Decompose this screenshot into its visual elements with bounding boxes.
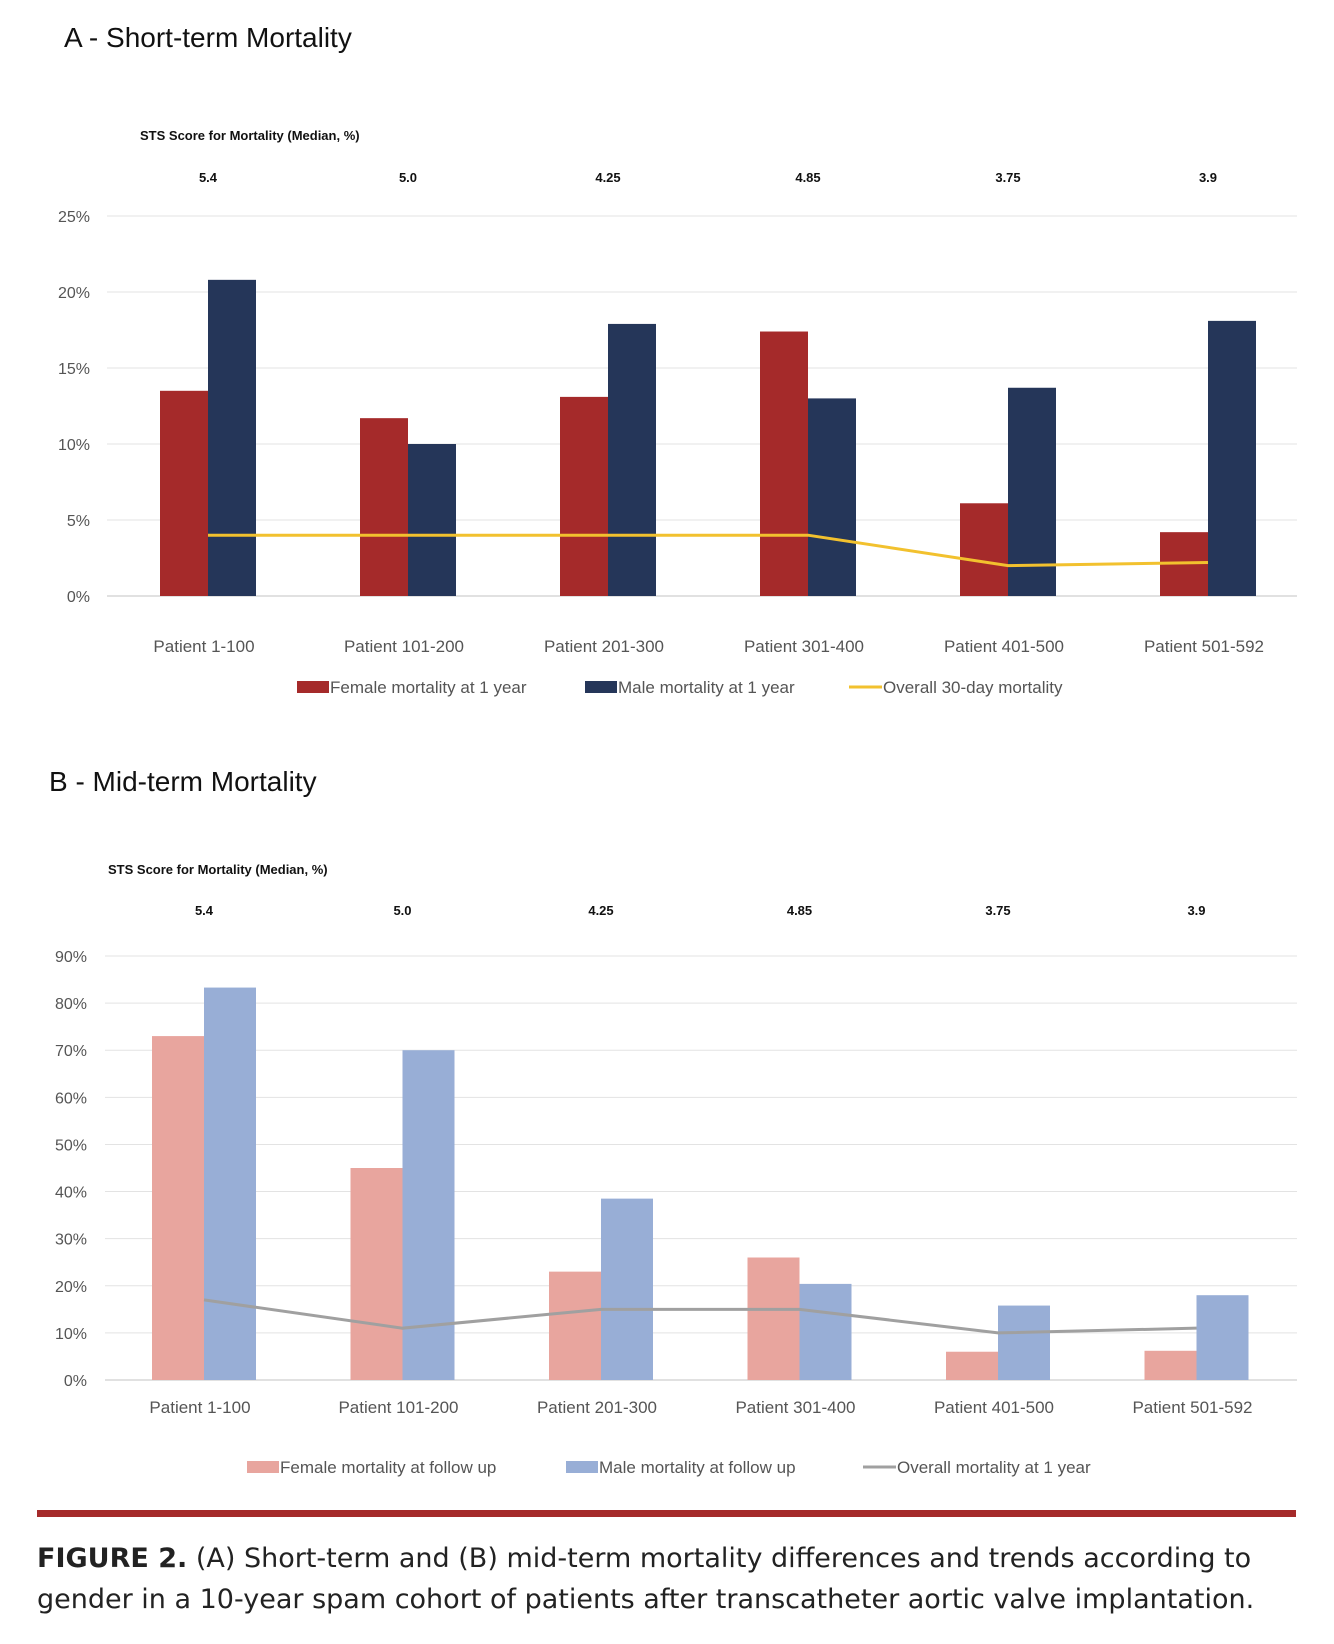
chart-b-x-tick: Patient 301-400 xyxy=(735,1398,855,1417)
chart-b-bar-female xyxy=(1144,1350,1197,1380)
chart-a-x-tick: Patient 501-592 xyxy=(1144,637,1264,656)
chart-b-bar-male xyxy=(204,987,256,1380)
chart-a: STS Score for Mortality (Median, %) 5.4 5.… xyxy=(58,128,1297,697)
chart-b-y-tick: 90% xyxy=(55,949,87,966)
chart-a-line-series xyxy=(208,533,1209,568)
caption-text: (A) Short-term and (B) mid-term mortalit… xyxy=(37,1543,1255,1615)
chart-b-bar-female xyxy=(350,1168,403,1380)
chart-a-legend-line: Overall 30-day mortality xyxy=(883,678,1063,697)
chart-a-y-tick: 25% xyxy=(58,209,90,226)
chart-a-bar-male xyxy=(208,279,256,596)
chart-b-legend-male: Male mortality at follow up xyxy=(599,1458,796,1477)
chart-a-bar-female xyxy=(960,503,1008,596)
chart-a-sts-value: 3.9 xyxy=(1199,170,1217,185)
chart-a-bar-male xyxy=(808,398,856,596)
chart-a-y-tick: 0% xyxy=(67,589,90,606)
chart-a-x-tick: Patient 101-200 xyxy=(344,637,464,656)
chart-b-x-tick: Patient 501-592 xyxy=(1132,1398,1252,1417)
chart-b-bar-female xyxy=(747,1257,800,1380)
chart-a-bar-male xyxy=(408,444,456,596)
chart-a-bar-female xyxy=(560,396,608,596)
chart-b-y-tick: 20% xyxy=(55,1279,87,1296)
chart-b-legend-line: Overall mortality at 1 year xyxy=(897,1458,1091,1477)
chart-a-y-tick: 20% xyxy=(58,285,90,302)
chart-b-bar-female xyxy=(946,1351,998,1380)
chart-b-sts-value: 3.9 xyxy=(1187,903,1205,918)
figure-caption: FIGURE 2. (A) Short-term and (B) mid-ter… xyxy=(37,1538,1299,1620)
chart-a-y-tick: 10% xyxy=(58,437,90,454)
chart-b-bar-female xyxy=(549,1271,601,1380)
chart-a-sts-value: 5.4 xyxy=(199,170,218,185)
chart-b-legend-swatch-female xyxy=(247,1461,279,1473)
chart-a-x-tick: Patient 301-400 xyxy=(744,637,864,656)
chart-b-sts-value: 5.4 xyxy=(195,903,214,918)
chart-a-y-tick: 15% xyxy=(58,361,90,378)
chart-b-bar-male xyxy=(601,1198,653,1380)
chart-b-y-tick: 10% xyxy=(55,1326,87,1343)
chart-a-title: A - Short-term Mortality xyxy=(64,22,352,53)
chart-a-sts-value: 3.75 xyxy=(995,170,1020,185)
chart-b-sts-value: 5.0 xyxy=(393,903,411,918)
chart-a-bar-female xyxy=(360,418,408,596)
chart-b-sts-value: 4.85 xyxy=(787,903,812,918)
chart-b-y-tick: 0% xyxy=(64,1373,87,1390)
chart-b-bar-male xyxy=(799,1283,852,1380)
chart-a-sts-value: 5.0 xyxy=(399,170,417,185)
chart-a-legend-swatch-male xyxy=(585,681,617,693)
chart-b-sts-label: STS Score for Mortality (Median, %) xyxy=(108,862,328,877)
chart-a-sts-value: 4.85 xyxy=(795,170,820,185)
chart-a-y-tick: 5% xyxy=(67,513,90,530)
chart-a-x-tick: Patient 401-500 xyxy=(944,637,1064,656)
chart-a-bar-female xyxy=(760,331,808,596)
chart-b-bar-male xyxy=(402,1050,455,1380)
chart-b-sts-value: 3.75 xyxy=(985,903,1010,918)
chart-a-legend-male: Male mortality at 1 year xyxy=(618,678,795,697)
chart-b-x-tick: Patient 101-200 xyxy=(338,1398,458,1417)
chart-b-y-tick: 70% xyxy=(55,1043,87,1060)
chart-b-bar-female xyxy=(152,1036,204,1380)
chart-a-bar-female xyxy=(160,390,208,596)
chart-a-bar-male xyxy=(608,323,656,596)
chart-b-x-tick: Patient 401-500 xyxy=(934,1398,1054,1417)
chart-b-title: B - Mid-term Mortality xyxy=(49,766,317,797)
chart-b-y-tick: 60% xyxy=(55,1090,87,1107)
chart-a-x-tick: Patient 201-300 xyxy=(544,637,664,656)
chart-b: STS Score for Mortality (Median, %) 5.4 5.… xyxy=(55,862,1297,1477)
chart-b-legend-swatch-male xyxy=(566,1461,598,1473)
chart-b-x-tick: Patient 1-100 xyxy=(149,1398,250,1417)
chart-a-sts-value: 4.25 xyxy=(595,170,620,185)
chart-a-bar-male xyxy=(1008,387,1056,596)
caption-divider xyxy=(37,1510,1296,1517)
chart-b-bar-male xyxy=(1196,1295,1249,1380)
chart-a-sts-label: STS Score for Mortality (Median, %) xyxy=(140,128,360,143)
chart-a-legend-female: Female mortality at 1 year xyxy=(330,678,527,697)
chart-a-bar-male xyxy=(1208,320,1256,596)
caption-label: FIGURE 2. xyxy=(37,1543,188,1574)
chart-b-x-tick: Patient 201-300 xyxy=(537,1398,657,1417)
chart-b-sts-value: 4.25 xyxy=(588,903,613,918)
chart-b-y-tick: 50% xyxy=(55,1137,87,1154)
chart-a-x-tick: Patient 1-100 xyxy=(153,637,254,656)
chart-b-y-tick: 80% xyxy=(55,996,87,1013)
chart-a-legend-swatch-female xyxy=(297,681,329,693)
chart-b-line-series xyxy=(203,1298,1197,1335)
chart-b-bar-male xyxy=(998,1305,1050,1380)
chart-b-legend-female: Female mortality at follow up xyxy=(280,1458,496,1477)
chart-b-y-tick: 30% xyxy=(55,1232,87,1249)
chart-b-y-tick: 40% xyxy=(55,1185,87,1202)
